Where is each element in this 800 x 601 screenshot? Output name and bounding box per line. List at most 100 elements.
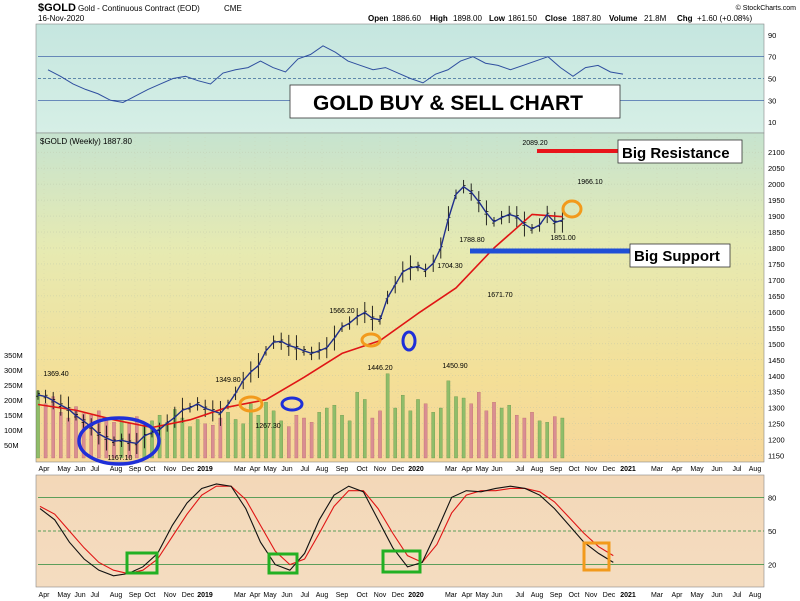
x-tick-label: Jul (733, 466, 742, 473)
x-tick-label: Aug (749, 466, 762, 473)
x-tick-label: Jun (281, 592, 292, 599)
x-tick-label: Jul (733, 592, 742, 599)
x-tick-label: Jun (711, 466, 722, 473)
stoch-tick-label: 20 (768, 561, 776, 570)
stoch-tick-label: 50 (768, 527, 776, 536)
x-tick-label: Aug (316, 466, 329, 473)
x-tick-label: Dec (182, 466, 195, 473)
chg-label: Chg (677, 14, 693, 23)
x-axis-labels: AprAprMayMayJunJunJulJulAugAugSepSepOctO… (39, 466, 762, 599)
volume-bar (233, 419, 238, 459)
x-tick-label: Apr (39, 592, 51, 599)
blue-circle-bottom (77, 416, 161, 466)
volume-label: Volume (609, 14, 638, 23)
x-tick-label: Dec (603, 592, 616, 599)
volume-bar (302, 417, 306, 459)
low-label: Low (489, 14, 506, 23)
volume-bar (378, 410, 382, 459)
x-tick-label: Oct (357, 592, 368, 599)
volume-bar (241, 423, 245, 459)
x-tick-label: Apr (462, 466, 474, 473)
volume-bar (150, 420, 154, 459)
x-tick-label: Nov (164, 592, 177, 599)
volume-bar (370, 417, 375, 459)
x-tick-label: May (475, 466, 489, 473)
x-tick-label: Nov (164, 466, 177, 473)
x-tick-label: Oct (569, 466, 580, 473)
volume-bar (537, 420, 542, 459)
orange-circle-2 (360, 332, 382, 348)
x-tick-label: Aug (531, 592, 544, 599)
watermark: © StockCharts.com (736, 4, 797, 12)
exchange: CME (224, 4, 242, 13)
volume-bar (461, 397, 466, 459)
volume-tick-label: 350M (4, 351, 23, 360)
x-tick-label: Mar (651, 466, 664, 473)
x-tick-label: Apr (672, 592, 684, 599)
volume-bar (309, 422, 314, 459)
price-label: 1369.40 (43, 371, 68, 378)
x-tick-label: Apr (250, 592, 262, 599)
volume-bar (317, 412, 321, 459)
volume-tick-label: 200M (4, 396, 23, 405)
orange-box (582, 541, 611, 572)
x-tick-label: Jun (74, 592, 85, 599)
x-tick-label: Sep (550, 466, 563, 473)
price-tick-label: 1150 (768, 452, 784, 461)
support-label: Big Support (634, 248, 720, 265)
volume-bar (439, 407, 443, 459)
x-tick-label: Aug (749, 592, 762, 599)
price-tick-label: 2000 (768, 180, 785, 189)
orange-circle-1 (238, 395, 264, 413)
high-value: 1898.00 (453, 14, 482, 23)
volume-bar (279, 420, 283, 459)
x-tick-label: Aug (110, 592, 123, 599)
price-legend: $GOLD (Weekly) 1887.80 (40, 137, 132, 146)
price-tick-label: 1800 (768, 244, 785, 253)
x-tick-label: May (690, 592, 704, 599)
price-lines (37, 185, 563, 445)
rsi-tick-label: 30 (768, 96, 776, 105)
volume-bar (287, 426, 291, 459)
x-tick-label: Jul (516, 466, 525, 473)
price-tick-label: 1450 (768, 356, 785, 365)
price-label: 2089.20 (522, 140, 547, 147)
volume-bar (81, 413, 86, 459)
x-tick-label: Apr (462, 592, 474, 599)
price-line (37, 185, 563, 445)
volume-bar (203, 423, 207, 459)
volume-bar (431, 412, 435, 459)
x-tick-label: 2021 (620, 466, 636, 473)
volume-tick-label: 300M (4, 366, 23, 375)
volume-bar (416, 399, 420, 459)
open-label: Open (368, 14, 389, 23)
volume-bar (271, 410, 276, 459)
volume-bar (499, 407, 504, 459)
price-label: 1966.10 (577, 179, 602, 186)
volume-tick-label: 250M (4, 381, 23, 390)
volume-bar (484, 410, 489, 459)
volume-bar (36, 390, 40, 459)
x-tick-label: Jul (301, 592, 310, 599)
volume-value: 21.8M (644, 14, 667, 23)
x-tick-label: May (57, 466, 71, 473)
volume-bar (408, 410, 413, 459)
green-box-3 (381, 549, 422, 574)
x-tick-label: May (690, 466, 704, 473)
volume-bar (180, 417, 185, 459)
price-label: 1851.00 (550, 235, 575, 242)
volume-bar (469, 403, 473, 459)
price-label: 1566.20 (329, 308, 354, 315)
chg-value: +1.60 (+0.08%) (697, 14, 752, 23)
y-axis-labels: 2100205020001950190018501800175017001650… (4, 31, 785, 570)
volume-bar (477, 392, 481, 459)
x-tick-label: Oct (145, 592, 156, 599)
x-tick-label: Apr (672, 466, 684, 473)
price-tick-label: 1750 (768, 260, 785, 269)
rsi-tick-label: 10 (768, 118, 776, 127)
price-label: 1788.80 (459, 237, 484, 244)
price-tick-label: 1700 (768, 276, 785, 285)
x-tick-label: Mar (445, 592, 458, 599)
volume-bar (264, 402, 268, 459)
price-label: 1167.10 (108, 455, 133, 462)
